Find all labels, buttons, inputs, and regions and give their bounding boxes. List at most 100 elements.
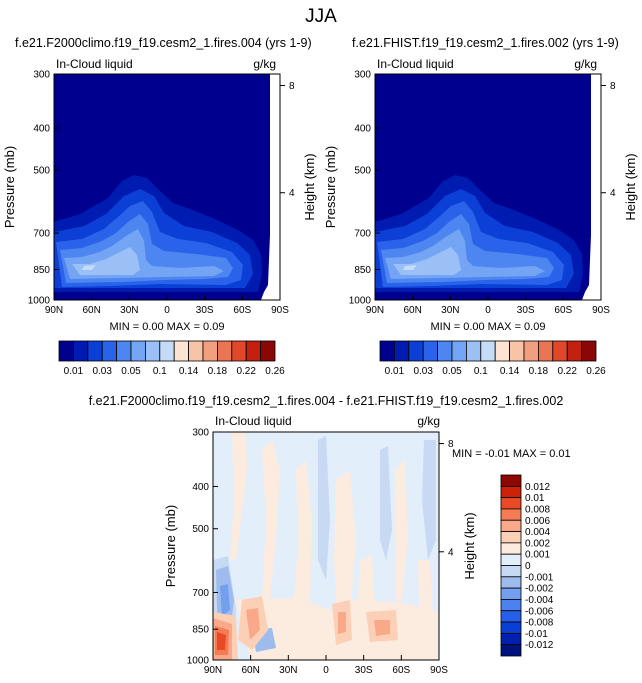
panel-1-x-tick-label: 90N bbox=[45, 305, 63, 316]
colorbar-3-label: 0.006 bbox=[525, 516, 550, 527]
colorbar-3-label: 0.002 bbox=[525, 538, 550, 549]
panel-1-x-tick-label: 30N bbox=[120, 305, 138, 316]
panel-1-x-tick-label: 90S bbox=[271, 305, 289, 316]
colorbar-3-label: 0.01 bbox=[525, 493, 545, 504]
panel-2-y-axis-title: Pressure (mb) bbox=[323, 146, 338, 228]
colorbar-1-swatch bbox=[188, 340, 204, 362]
colorbar-2-swatch bbox=[523, 340, 539, 362]
colorbar-2-swatch bbox=[552, 340, 568, 362]
colorbar-1-swatch bbox=[173, 340, 189, 362]
panel-1-y2-tick-label: 4 bbox=[289, 188, 295, 199]
colorbar-3-label: -0.001 bbox=[525, 572, 554, 583]
panel-3-y-tick-label: 1000 bbox=[187, 656, 210, 667]
panel-3-variable-label: In-Cloud liquid bbox=[215, 414, 292, 428]
panel-1-y-tick-label: 500 bbox=[33, 165, 50, 176]
panel-2-x-tick-label: 90S bbox=[592, 305, 610, 316]
panel-2-y-tick-label: 400 bbox=[354, 124, 371, 135]
colorbar-2-label: 0.1 bbox=[474, 366, 488, 377]
colorbar-1-swatch bbox=[159, 340, 175, 362]
panel-1-title: f.e21.F2000climo.f19_f19.cesm2_1.fires.0… bbox=[15, 36, 312, 50]
panel-2-x-tick-label: 30S bbox=[517, 305, 535, 316]
panel-1-x-tick-label: 0 bbox=[164, 305, 170, 316]
panel-3-x-tick-label: 60S bbox=[392, 665, 410, 676]
panel-3-title: f.e21.F2000climo.f19_f19.cesm2_1.fires.0… bbox=[89, 394, 564, 408]
colorbar-3-swatch bbox=[500, 576, 522, 589]
colorbar-1-swatch bbox=[87, 340, 103, 362]
panel-3-y2-tick-label: 8 bbox=[448, 439, 454, 450]
panel-1-y2-axis-title: Height (km) bbox=[302, 153, 317, 220]
colorbar-3: 0.0120.010.0080.0060.0040.0020.0010-0.00… bbox=[500, 474, 554, 657]
colorbar-3-label: -0.002 bbox=[525, 584, 554, 595]
panel-2-variable-label: In-Cloud liquid bbox=[377, 57, 454, 71]
panel-1-units-label: g/kg bbox=[253, 57, 276, 71]
panel-1-x-tick-label: 60S bbox=[233, 305, 251, 316]
colorbar-2-swatch bbox=[451, 340, 467, 362]
panel-3-contour-field bbox=[213, 432, 439, 660]
panel-1-y-tick-label: 850 bbox=[33, 265, 50, 276]
panel-1-y2-tick-label: 8 bbox=[289, 81, 295, 92]
colorbar-1-swatch bbox=[73, 340, 89, 362]
panel-2-y2-tick-label: 8 bbox=[610, 81, 616, 92]
panel-2-x-tick-label: 0 bbox=[485, 305, 491, 316]
panel-3-y-tick-label: 700 bbox=[192, 588, 209, 599]
colorbar-2-swatch bbox=[480, 340, 496, 362]
panel-3-axes: 90N 60N 30N 0 30S 60S 90S 300 400 500 700 850 1000 8 4… bbox=[163, 428, 477, 677]
colorbar-2-swatch bbox=[465, 340, 482, 362]
colorbar-3-label: 0.004 bbox=[525, 527, 550, 538]
panel-2-y-tick-label: 850 bbox=[354, 265, 371, 276]
colorbar-3-label: -0.008 bbox=[525, 618, 554, 629]
colorbar-2-label: 0.03 bbox=[413, 366, 433, 377]
panel-2-units-label: g/kg bbox=[574, 57, 597, 71]
colorbar-3-swatch bbox=[500, 621, 522, 634]
colorbar-layer: 0.01 0.03 0.05 0.1 0.14 0.18 0.22 0.26 0.01 0.03 0… bbox=[58, 340, 606, 657]
panel-2-y-tick-label: 700 bbox=[354, 229, 371, 240]
colorbar-2-swatch bbox=[509, 340, 525, 362]
colorbar-3-label: -0.006 bbox=[525, 606, 554, 617]
colorbar-1-label: 0.22 bbox=[236, 366, 256, 377]
colorbar-3-label: 0.008 bbox=[525, 504, 550, 515]
panel-2-y-tick-label: 1000 bbox=[349, 296, 372, 307]
panel-2-contour-field bbox=[375, 74, 601, 300]
colorbar-3-label: 0.001 bbox=[525, 550, 550, 561]
colorbar-3-label: -0.012 bbox=[525, 640, 554, 651]
colorbar-2-swatch bbox=[408, 340, 424, 362]
colorbar-1-label: 0.1 bbox=[153, 366, 167, 377]
colorbar-2-swatch bbox=[437, 340, 453, 362]
colorbar-3-swatch bbox=[500, 587, 522, 600]
colorbar-3-label: 0 bbox=[525, 561, 531, 572]
colorbar-2-swatch bbox=[393, 340, 410, 362]
panel-3-units-label: g/kg bbox=[417, 414, 440, 428]
colorbar-3-swatch bbox=[500, 508, 522, 521]
colorbar-3-swatch bbox=[500, 610, 522, 623]
panel-3-x-tick-label: 60N bbox=[241, 665, 259, 676]
colorbar-1-swatch bbox=[260, 340, 276, 362]
colorbar-2-label: 0.22 bbox=[557, 366, 577, 377]
panel-2-axes: 90N 60N 30N 0 30S 60S 90S 300 400 500 700 850 1000 8 4… bbox=[323, 70, 638, 317]
panel-3-y-tick-label: 300 bbox=[192, 428, 209, 439]
colorbar-3-swatch bbox=[500, 632, 522, 646]
panel-1-fill-level-8 bbox=[82, 265, 96, 270]
colorbar-3-swatch bbox=[500, 565, 522, 578]
colorbar-3-label: 0.012 bbox=[525, 482, 550, 493]
panel-1-x-tick-label: 60N bbox=[82, 305, 100, 316]
colorbar-3-swatch bbox=[500, 599, 522, 612]
panel-2: f.e21.FHIST.f19_f19.cesm2_1.fires.002 (y… bbox=[352, 36, 619, 301]
colorbar-1-label: 0.05 bbox=[121, 366, 141, 377]
panel-3-x-tick-label: 30N bbox=[279, 665, 297, 676]
panel-1-y-tick-label: 1000 bbox=[28, 296, 51, 307]
panel-3-y-tick-label: 500 bbox=[192, 524, 209, 535]
colorbar-1-swatch bbox=[231, 340, 247, 362]
colorbar-3-swatch bbox=[500, 519, 522, 532]
panel-2-y2-axis-title: Height (km) bbox=[623, 153, 638, 220]
panel-1-y-tick-label: 300 bbox=[33, 70, 50, 81]
colorbar-3-label: -0.01 bbox=[525, 629, 548, 640]
colorbar-1: 0.01 0.03 0.05 0.1 0.14 0.18 0.22 0.26 bbox=[58, 340, 285, 377]
panel-3-x-tick-label: 90N bbox=[204, 665, 222, 676]
colorbar-2-swatch bbox=[494, 340, 511, 362]
colorbar-1-label: 0.14 bbox=[179, 366, 199, 377]
panel-2-min-max: MIN = 0.00 MAX = 0.09 bbox=[431, 321, 546, 333]
colorbar-1-swatch bbox=[58, 340, 74, 362]
panel-1-axes: 90N 60N 30N 0 30S 60S 90S 300 400 500 700 850 1000 8 4… bbox=[2, 70, 317, 317]
panel-3-y2-tick-label: 4 bbox=[448, 547, 454, 558]
